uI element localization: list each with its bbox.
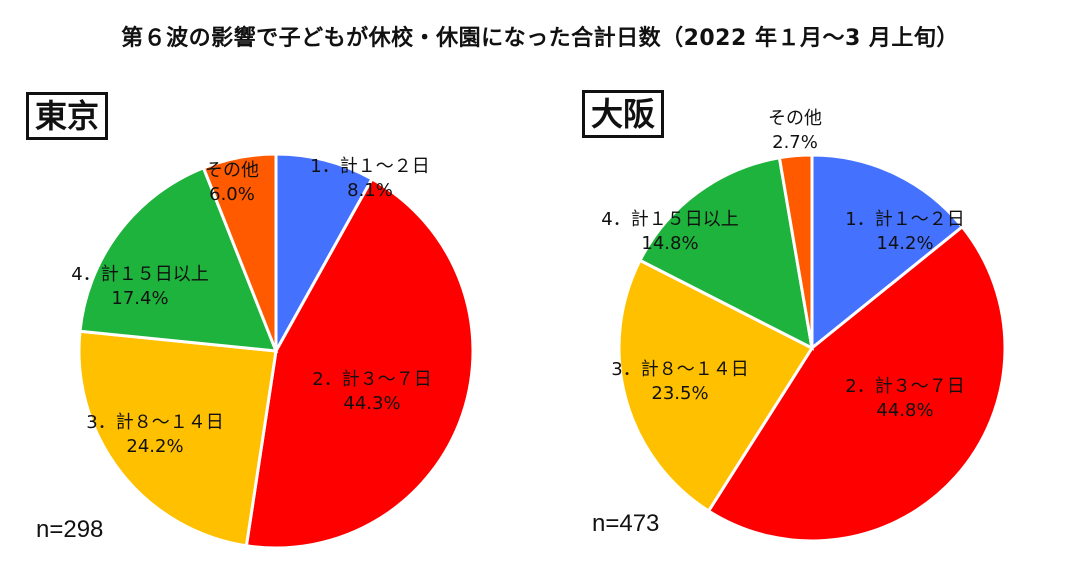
slice-value-label: 44.8% [876, 400, 933, 421]
pie-slice [810, 153, 965, 352]
slice-label: 1．計１～２日 [845, 209, 964, 230]
slice-label: 2．計３～７日 [312, 369, 431, 390]
slice-value-label: 24.2% [126, 436, 183, 457]
pie-slice [274, 152, 375, 357]
osaka-label: 大阪 [582, 90, 665, 138]
slice-value-label: 8.1% [347, 180, 393, 201]
slice-label: 2．計３～７日 [845, 376, 964, 397]
slice-value-label: 17.4% [111, 288, 168, 309]
slice-value-label: 14.2% [876, 233, 933, 254]
pie-slice [706, 224, 1007, 543]
slice-label: その他 [205, 160, 259, 181]
pie-slice [78, 165, 279, 353]
slice-value-label: 14.8% [641, 233, 698, 254]
pie-slice [201, 152, 278, 352]
slice-label: 1．計１～２日 [310, 156, 429, 177]
slice-value-label: 6.0% [209, 184, 255, 205]
slice-value-label: 2.7% [772, 132, 818, 153]
pie-slice [777, 153, 814, 349]
slice-value-label: 23.5% [651, 383, 708, 404]
osaka-sample-size: n=473 [592, 510, 660, 537]
tokyo-label: 東京 [26, 92, 109, 140]
pie-slice [617, 258, 815, 514]
slice-label: 3．計８～１４日 [611, 359, 748, 380]
slice-label: 4．計１５日以上 [71, 264, 208, 285]
slice-value-label: 44.3% [343, 393, 400, 414]
slice-label: 4．計１５日以上 [601, 209, 738, 230]
slice-label: 3．計８～１４日 [86, 412, 223, 433]
pie-slice [244, 176, 475, 550]
pie-slice [77, 329, 278, 548]
pie-slice [638, 156, 814, 351]
tokyo-sample-size: n=298 [36, 516, 104, 543]
slice-label: その他 [768, 108, 822, 129]
chart-title: 第６波の影響で子どもが休校・休園になった合計日数（2022 年１月～3 月上旬） [121, 26, 959, 51]
